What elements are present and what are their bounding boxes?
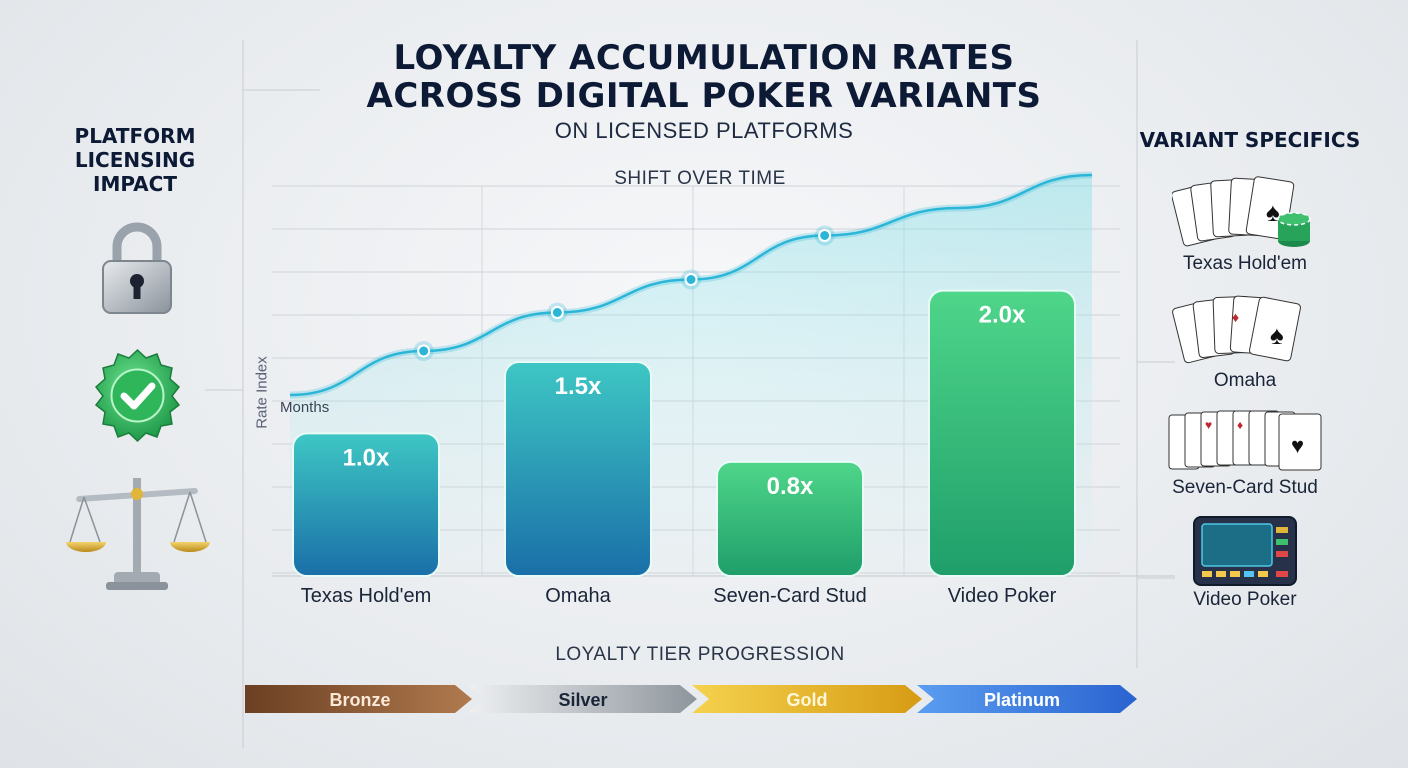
tier-platinum-shape	[917, 685, 1137, 713]
category-tick-label: Video Poker	[948, 585, 1057, 607]
cards-and-chips-icon: ♠	[1172, 176, 1311, 247]
left-panel-title-line-1: PLATFORM	[74, 124, 196, 148]
tier-gold-label: Gold	[786, 689, 828, 710]
tier-bronze-shape	[245, 685, 472, 713]
trend-point	[684, 273, 698, 286]
variant-label-seven-card-stud: Seven-Card Stud	[1172, 477, 1318, 498]
trend-point	[417, 344, 431, 358]
category-tick-label: Texas Hold'em	[301, 585, 432, 607]
bar-video-poker	[928, 289, 1076, 577]
left-panel: PLATFORM LICENSING IMPACT	[55, 124, 215, 196]
x-axis-label: Months	[280, 399, 330, 416]
tier-silver-label: Silver	[558, 689, 608, 710]
category-tick-label: Omaha	[545, 585, 611, 607]
card-spread-icon: ♥ ♥ ♦	[1168, 410, 1322, 471]
trend-area-fill	[290, 175, 1092, 576]
tier-gold-shape	[692, 685, 922, 713]
variant-label-video-poker: Video Poker	[1193, 589, 1297, 610]
trend-point	[818, 229, 832, 242]
tier-platinum-label: Platinum	[983, 689, 1060, 710]
bar-omaha	[504, 361, 652, 577]
svg-text:♠: ♠	[1270, 320, 1284, 350]
bar-series	[292, 289, 1076, 578]
bar-seven-card-stud	[716, 460, 864, 577]
left-panel-title-line-3: IMPACT	[93, 172, 177, 196]
category-tick-label: Seven-Card Stud	[713, 585, 866, 607]
svg-text:♠: ♠	[1266, 197, 1280, 227]
bar-value-label: 1.5x	[555, 373, 602, 400]
bar-texas-hold-em	[292, 432, 440, 578]
scales-of-justice-icon	[66, 478, 210, 590]
trend-series	[289, 171, 1093, 399]
svg-text:♥: ♥	[1205, 418, 1212, 432]
y-axis-label: Rate Index	[253, 356, 271, 429]
tier-bronze-label: Bronze	[329, 689, 391, 710]
verified-badge-icon	[94, 348, 181, 443]
chart-subtitle: ON LICENSED PLATFORMS	[554, 118, 854, 143]
tier-silver-shape	[468, 685, 697, 713]
trend-area	[290, 175, 1092, 576]
svg-text:♦: ♦	[1237, 418, 1243, 432]
bar-value-label: 0.8x	[767, 473, 814, 500]
right-panel-title: VARIANT SPECIFICS	[1139, 128, 1361, 152]
left-panel-title-line-2: LICENSING	[74, 148, 196, 172]
bar-value-label: 2.0x	[979, 302, 1026, 329]
chart-frame	[205, 40, 1175, 748]
svg-text:♦: ♦	[1232, 309, 1239, 325]
chart-labels: 1.0x Texas Hold'em 1.5x Omaha 0.8x Seven-Card…	[301, 302, 1057, 607]
chart-title-line-1: LOYALTY ACCUMULATION RATES	[393, 38, 1015, 78]
padlock-icon	[102, 222, 172, 314]
trend-line-label: SHIFT OVER TIME	[614, 168, 786, 189]
trend-point	[550, 306, 564, 319]
variant-label-texas-holdem: Texas Hold'em	[1182, 253, 1307, 274]
svg-text:♥: ♥	[1291, 433, 1304, 458]
chart-title-line-2: ACROSS DIGITAL POKER VARIANTS	[366, 76, 1042, 116]
variant-label-omaha: Omaha	[1213, 370, 1277, 391]
playing-cards-icon: ♠ ♦	[1172, 295, 1301, 364]
video-poker-machine-icon	[1193, 516, 1297, 586]
tier-progression-bar	[245, 685, 1137, 713]
tier-axis-label: LOYALTY TIER PROGRESSION	[555, 644, 845, 665]
bar-value-label: 1.0x	[343, 444, 390, 471]
